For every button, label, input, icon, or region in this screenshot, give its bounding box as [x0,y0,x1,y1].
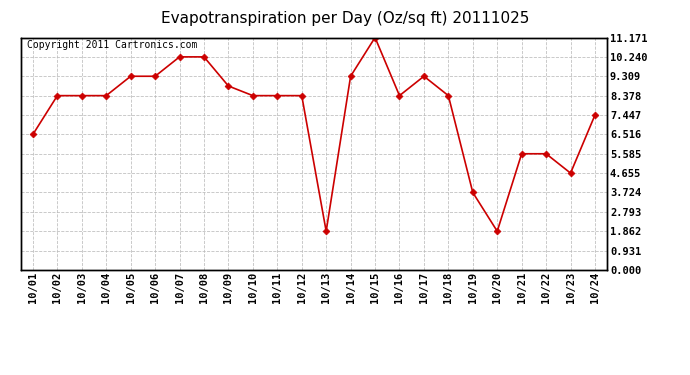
Text: Copyright 2011 Cartronics.com: Copyright 2011 Cartronics.com [26,40,197,50]
Text: Evapotranspiration per Day (Oz/sq ft) 20111025: Evapotranspiration per Day (Oz/sq ft) 20… [161,11,529,26]
